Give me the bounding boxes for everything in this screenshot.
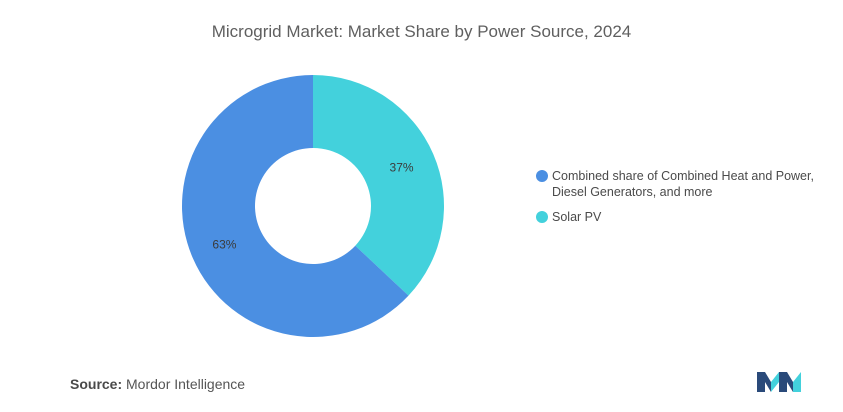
legend-swatch-combined [536,170,548,182]
source-text: Mordor Intelligence [126,376,246,392]
mordor-intelligence-logo-icon [757,372,801,392]
chart-title: Microgrid Market: Market Share by Power … [211,22,632,41]
slice-labels: 37% 63% [212,161,413,252]
legend: Combined share of Combined Heat and Powe… [536,168,816,234]
source-note: Source: Mordor Intelligence [70,376,245,392]
source-label: Source: [70,376,123,392]
legend-label-solar-pv: Solar PV [552,210,602,224]
slice-solar-pv-label: 37% [390,161,414,175]
legend-label-combined: Combined share of Combined Heat and Powe… [552,169,814,199]
donut-slices [181,75,444,337]
slice-combined-label: 63% [212,237,236,251]
slice-combined [181,75,409,337]
slice-solar-pv [313,75,444,296]
legend-item-solar-pv: Solar PV [536,209,816,225]
legend-item-combined: Combined share of Combined Heat and Powe… [536,168,816,200]
legend-swatch-solar-pv [536,211,548,223]
